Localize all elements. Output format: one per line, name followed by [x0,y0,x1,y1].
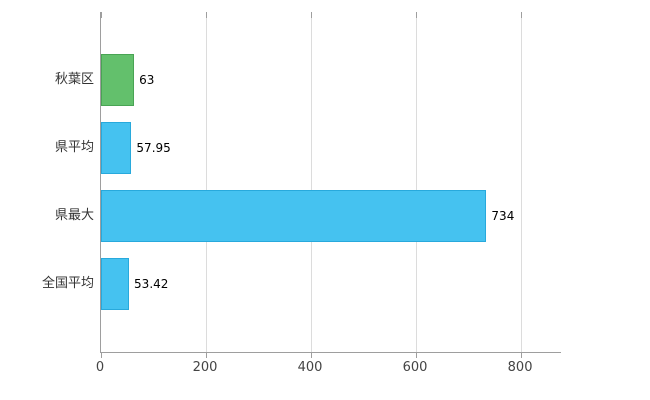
x-axis-tick-label-200: 200 [192,360,218,375]
bottom-tick-800 [521,352,523,358]
plot-area: 63 57.95 734 53.42 [100,12,561,358]
x-axis-tick-label-800: 800 [507,360,533,375]
x-axis-tick-label-0: 0 [95,360,105,375]
gridline-x-400 [311,12,313,352]
bar-全国平均 [101,258,130,310]
bar-value-label: 53.42 [134,277,169,291]
bar-value-label: 57.95 [136,141,171,155]
gridline-x-200 [206,12,208,352]
x-axis-tick-label-400: 400 [297,360,323,375]
bottom-tick-200 [206,352,208,358]
top-tick-200 [206,12,208,18]
bottom-tick-400 [311,352,313,358]
category-label-全国平均: 全国平均 [41,276,94,291]
category-label-秋葉区: 秋葉区 [54,72,94,87]
bottom-tick-600 [416,352,418,358]
category-label-県最大: 県最大 [54,208,94,223]
top-tick-0 [101,12,102,18]
bar-県最大 [101,190,487,242]
category-label-県平均: 県平均 [54,140,94,155]
bar-value-label: 63 [139,73,155,87]
bar-県平均 [101,122,132,174]
bar-value-label: 734 [491,209,515,223]
bottom-tick-0 [101,352,102,358]
top-tick-800 [521,12,523,18]
top-tick-400 [311,12,313,18]
top-tick-600 [416,12,418,18]
x-axis-tick-label-600: 600 [402,360,428,375]
bar-秋葉区 [101,54,135,106]
gridline-x-800 [521,12,523,352]
gridline-x-600 [416,12,418,352]
